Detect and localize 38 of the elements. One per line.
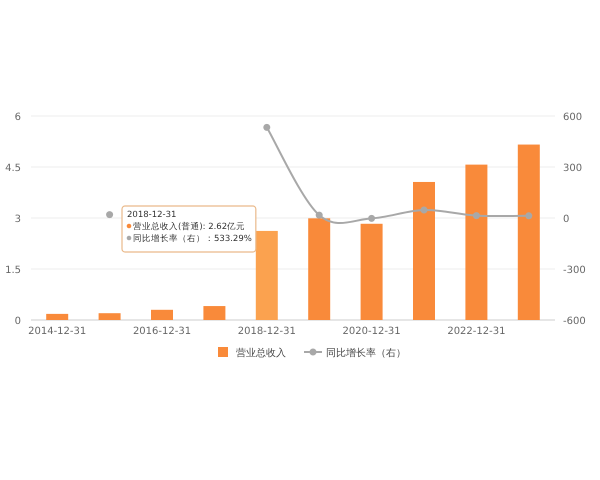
- legend-label: 营业总收入: [236, 347, 286, 359]
- bar: [256, 230, 278, 320]
- x-tick-label: 2018-12-31: [238, 326, 296, 337]
- bar: [203, 306, 226, 320]
- y-tick-label: 0: [14, 316, 21, 327]
- bar: [98, 313, 121, 320]
- bar: [413, 182, 435, 320]
- annotation: 同比增长率（右）：533.29%: [133, 233, 252, 244]
- point: [368, 214, 376, 222]
- tooltip: 2018-12-31 营业总收入(普通): 2.62亿元 同比增长率（右）：533.29%: [121, 205, 256, 253]
- point: [525, 212, 532, 220]
- y2-tick-label: -300: [563, 265, 586, 276]
- y2-tick-label: 0: [563, 214, 570, 225]
- annotation: 2018-12-31: [127, 210, 176, 220]
- bar: [308, 218, 330, 320]
- bar: [465, 164, 488, 320]
- legend-label: 同比增长率（右）: [326, 347, 406, 359]
- point: [420, 206, 428, 214]
- y-tick-label: 3: [14, 214, 21, 225]
- point: [472, 212, 480, 220]
- x-tick-label: 2016-12-31: [132, 326, 192, 337]
- annotation: 营业总收入(普通): 2.62亿元: [133, 221, 246, 232]
- bar: [360, 224, 383, 320]
- bar: [46, 314, 68, 320]
- point: [316, 212, 323, 219]
- y2-tick-label: -600: [563, 316, 586, 327]
- y2-tick-label: 600: [563, 112, 582, 123]
- y-tick-label: 4.5: [5, 163, 21, 174]
- point: [106, 211, 114, 218]
- x-tick-label: 2014-12-31: [28, 326, 86, 337]
- bar: [518, 144, 540, 320]
- y-tick-label: 6: [14, 112, 21, 123]
- point: [263, 124, 270, 131]
- y2-tick-label: 300: [563, 163, 582, 174]
- x-tick-label: 2020-12-31: [342, 326, 401, 337]
- y-tick-label: 1.5: [5, 265, 21, 276]
- x-tick-label: 2022-12-31: [447, 326, 506, 337]
- bar: [151, 310, 173, 320]
